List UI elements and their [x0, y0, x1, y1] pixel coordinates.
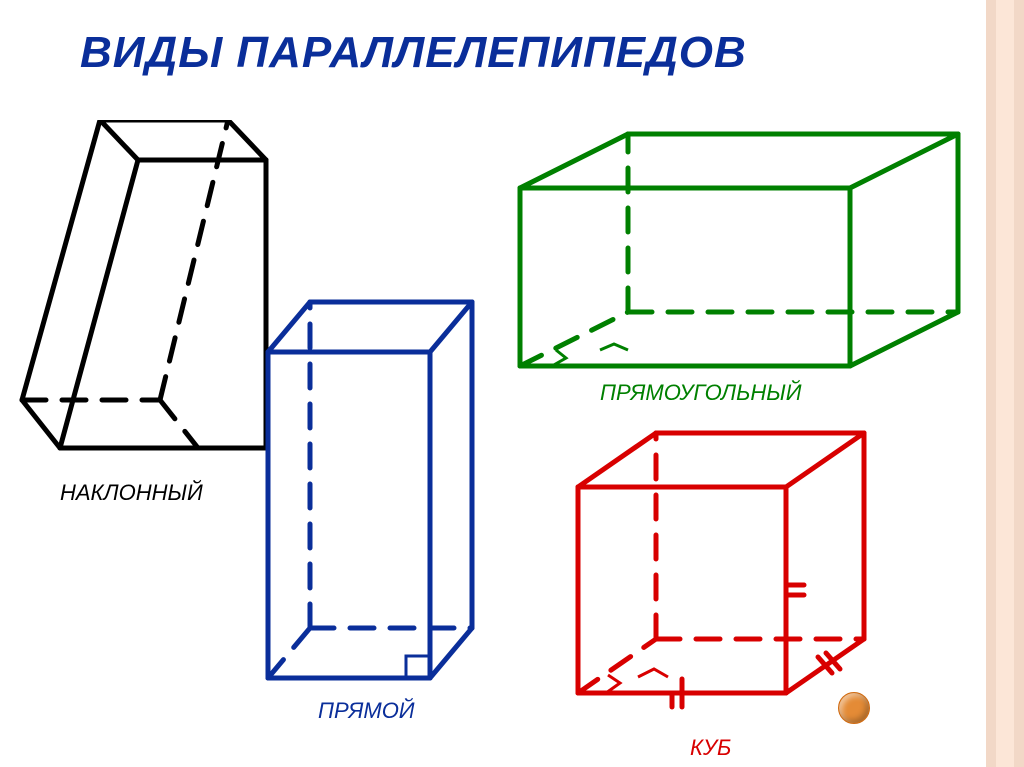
label-oblique: НАКЛОННЫЙ [60, 480, 203, 506]
label-right: ПРЯМОЙ [318, 698, 415, 724]
page-title: ВИДЫ ПАРАЛЛЕЛЕПИПЕДОВ [80, 28, 747, 78]
stripe-mid [996, 0, 1014, 767]
label-cube: КУБ [690, 735, 731, 761]
side-stripe [986, 0, 1024, 767]
nav-bullet-icon [838, 692, 870, 724]
shape-oblique [18, 120, 278, 480]
label-rectangular: ПРЯМОУГОЛЬНЫЙ [600, 380, 802, 406]
stripe-outer [986, 0, 996, 767]
stripe-inner [1014, 0, 1024, 767]
shape-rectangular [510, 130, 970, 380]
shape-cube [560, 425, 880, 725]
shape-right [250, 290, 480, 690]
